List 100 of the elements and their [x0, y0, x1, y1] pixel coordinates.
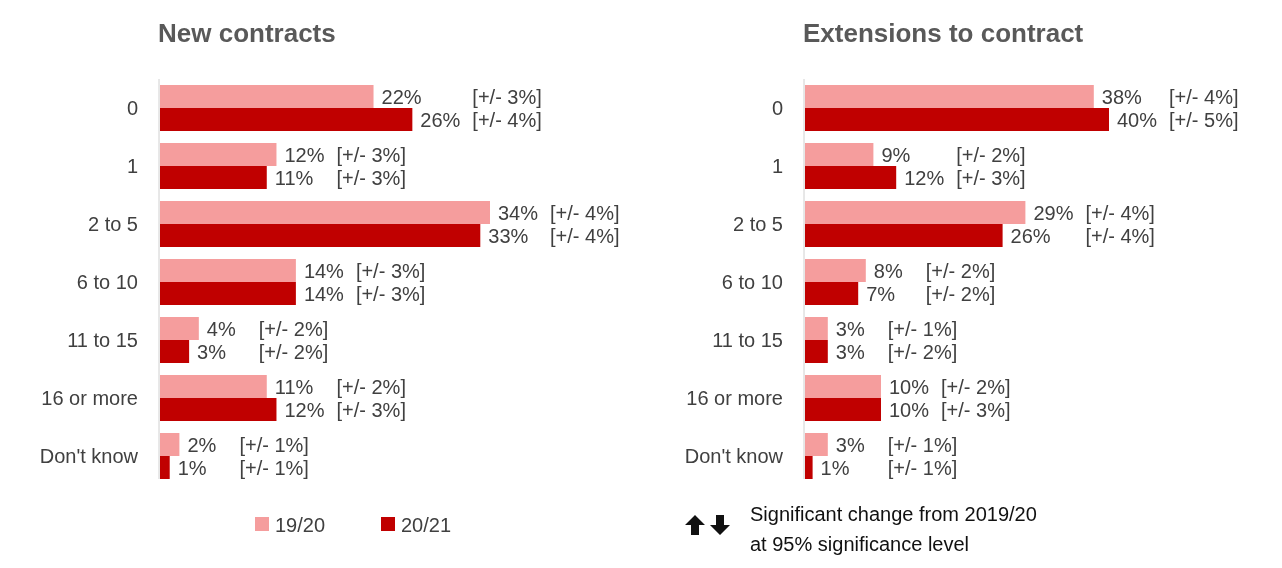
bar — [160, 143, 277, 166]
y-tick-label: 0 — [771, 97, 783, 119]
bar — [160, 201, 490, 224]
legend-label: 20/21 — [401, 514, 452, 536]
data-label: 1% — [820, 457, 850, 480]
y-tick-label: 0 — [126, 97, 138, 119]
annotation: [+/- 3%] — [336, 399, 406, 422]
annotation: [+/- 3%] — [355, 260, 426, 283]
y-tick-label: 1 — [771, 155, 783, 177]
data-label: 22% — [381, 86, 422, 109]
annotation: [+/- 2%] — [925, 283, 996, 306]
text: [+/- 4%] — [550, 202, 620, 225]
data-label: 29% — [1033, 202, 1074, 225]
bar — [805, 85, 1094, 108]
bar — [160, 224, 481, 247]
annotation: [+/- 2%] — [258, 341, 329, 364]
annotation: [+/- 2%] — [258, 318, 329, 341]
data-label: 3% — [197, 341, 227, 364]
data-label: 2% — [187, 434, 217, 457]
y-tick-label: 6 to 10 — [76, 271, 138, 293]
data-label: 38% — [1101, 86, 1143, 109]
bar — [805, 317, 828, 340]
bar — [160, 166, 267, 189]
data-label: 3% — [835, 434, 865, 457]
text: [+/- 4%] — [1169, 86, 1239, 109]
bar — [160, 340, 190, 363]
annotation: [+/- 3%] — [941, 399, 1011, 422]
annotation: [+/- 3%] — [355, 283, 426, 306]
bar — [160, 282, 296, 305]
annotation: [+/- 3%] — [336, 144, 406, 167]
bar — [805, 108, 1109, 131]
annotation: [+/- 1%] — [887, 457, 958, 480]
data-label: 1% — [177, 457, 207, 480]
bar — [805, 375, 881, 398]
annotation: [+/- 1%] — [239, 457, 309, 480]
chart-title: New contracts — [158, 18, 336, 48]
annotation: [+/- 2%] — [336, 376, 406, 399]
annotation: [+/- 2%] — [925, 260, 996, 283]
legend-label: 19/20 — [275, 514, 326, 536]
bar — [160, 433, 180, 456]
bar — [805, 398, 881, 421]
y-tick-label: Don't know — [684, 445, 784, 467]
annotation: [+/- 3%] — [472, 86, 542, 109]
bar — [805, 282, 859, 305]
annotation: [+/- 2%] — [941, 376, 1011, 399]
y-tick-label: Don't know — [39, 445, 139, 467]
data-label: 26% — [420, 109, 461, 132]
bar — [805, 224, 1003, 247]
data-label: 3% — [835, 318, 865, 341]
y-tick-label: 2 to 5 — [87, 213, 138, 235]
bar — [160, 85, 374, 108]
annotation: [+/- 1%] — [887, 434, 958, 457]
data-label: 33% — [488, 225, 529, 248]
text: [+/- 4%] — [550, 225, 620, 248]
y-tick-label: 1 — [126, 155, 138, 177]
annotation: [+/- 4%] — [472, 109, 542, 132]
data-label: 3% — [835, 341, 865, 364]
data-label: 12% — [904, 167, 945, 190]
data-label: 10% — [889, 399, 930, 422]
data-label: 7% — [866, 283, 896, 306]
y-tick-label: 6 to 10 — [721, 271, 783, 293]
bar — [805, 259, 866, 282]
annotation: [+/- 4%] — [1085, 202, 1155, 225]
data-label: 14% — [303, 283, 345, 306]
data-label: 8% — [873, 260, 903, 283]
annotation: [+/- 2%] — [887, 341, 958, 364]
data-label: 9% — [881, 144, 911, 167]
bar — [160, 456, 170, 479]
bar — [160, 375, 267, 398]
bar — [160, 317, 199, 340]
annotation: [+/- 3%] — [956, 167, 1026, 190]
text: Significant change from 2019/20 at 95% significance level — [750, 503, 1037, 555]
data-label: 12% — [284, 399, 325, 422]
annotation: [+/- 1%] — [239, 434, 309, 457]
bar — [160, 259, 296, 282]
data-label: 40% — [1117, 109, 1158, 132]
bar — [805, 433, 828, 456]
y-tick-label: 11 to 15 — [67, 329, 138, 351]
data-label: 11% — [274, 167, 314, 190]
annotation: [+/- 4%] — [1085, 225, 1155, 248]
annotation: [+/- 2%] — [956, 144, 1026, 167]
annotation: [+/- 3%] — [336, 167, 406, 190]
bar — [160, 398, 277, 421]
data-label: 34% — [498, 202, 539, 225]
bar — [805, 456, 813, 479]
data-label: 26% — [1010, 225, 1051, 248]
data-label: 12% — [284, 144, 325, 167]
bar — [805, 166, 897, 189]
bar — [805, 143, 874, 166]
bar — [805, 201, 1026, 224]
data-label: 4% — [206, 318, 236, 341]
y-tick-label: 11 to 15 — [712, 329, 783, 351]
y-tick-label: 2 to 5 — [732, 213, 783, 235]
y-tick-label: 16 or more — [686, 387, 783, 409]
data-label: 14% — [303, 260, 345, 283]
bar — [805, 340, 828, 363]
text: [+/- 5%] — [1169, 109, 1239, 132]
data-label: 11% — [274, 376, 314, 399]
chart-title: Extensions to contract — [803, 18, 1084, 48]
y-tick-label: 16 or more — [41, 387, 138, 409]
